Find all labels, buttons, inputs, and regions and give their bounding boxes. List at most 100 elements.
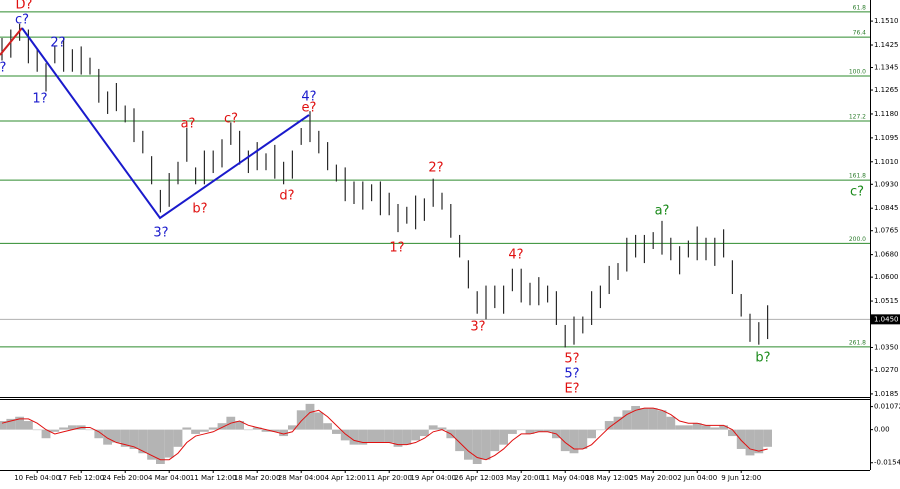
wave-label: e? [302, 101, 317, 116]
indicator-bar [6, 418, 16, 430]
indicator-tick-label: 0.01072 [874, 403, 900, 411]
indicator-bar [560, 429, 570, 452]
indicator-bar [147, 429, 156, 460]
current-price-box [871, 314, 900, 325]
indicator-bar [411, 429, 420, 441]
x-tick-label: 18 Mar 20:00 [234, 474, 281, 482]
wave-label: 3? [153, 226, 168, 241]
indicator-bar [138, 429, 148, 454]
x-tick-label: 25 May 20:00 [629, 474, 677, 482]
indicator-bar [24, 421, 33, 430]
y-tick-label: 1.1345 [874, 64, 899, 72]
y-tick-label: 1.1425 [874, 41, 899, 49]
indicator-bar [314, 412, 324, 430]
indicator-bar [0, 421, 7, 430]
x-tick-label: 11 Mar 12:00 [190, 474, 237, 482]
indicator-bar [376, 429, 385, 443]
indicator-bar [736, 429, 746, 449]
fib-level-label: 127.2 [849, 113, 866, 120]
wave-label: c? [224, 112, 238, 127]
indicator-bar [59, 427, 68, 430]
wave-label: 3? [470, 320, 485, 335]
wave-label: 1? [32, 92, 47, 107]
fib-level-label: 100.0 [849, 68, 866, 75]
indicator-bar [50, 429, 60, 432]
indicator-bar [754, 429, 764, 454]
indicator-bar [587, 429, 596, 439]
indicator-bar [173, 429, 183, 447]
y-tick-label: 1.1265 [874, 86, 899, 94]
indicator-bar [719, 425, 728, 430]
indicator-bar [631, 406, 640, 430]
wave-label: a? [655, 204, 670, 219]
y-tick-label: 1.1010 [874, 158, 899, 166]
indicator-panel: 0.01072 0.00 -0.01542 [0, 403, 900, 467]
wave-label: E? [564, 382, 579, 397]
indicator-bar [129, 429, 139, 449]
indicator-bar [596, 429, 605, 431]
x-tick-label: 3 May 20:00 [499, 474, 543, 482]
x-tick-label: 10 Feb 04:00 [14, 474, 60, 482]
y-tick-label: 1.1095 [874, 134, 899, 142]
indicator-signal [1, 407, 768, 461]
x-tick-label: 11 Apr 20:00 [366, 474, 412, 482]
indicator-bar [15, 416, 24, 430]
indicator-bar [578, 429, 588, 449]
indicator-bar [235, 421, 244, 430]
indicator-bar [701, 425, 711, 430]
indicator-bar [437, 427, 447, 430]
fib-level-label: 61.8 [853, 4, 867, 11]
indicator-bar [613, 416, 623, 430]
y-tick-label: 1.1510 [874, 17, 899, 25]
x-tick-label: 26 Apr 12:00 [454, 474, 500, 482]
indicator-bar [120, 429, 130, 447]
indicator-bar [622, 410, 632, 430]
indicator-tick-label: 0.00 [874, 426, 890, 434]
indicator-bar [675, 425, 684, 430]
wave-line [0, 27, 23, 56]
y-tick-label: 1.0185 [874, 390, 899, 398]
y-tick-label: 1.0600 [874, 273, 899, 281]
x-tick-label: 28 Mar 04:00 [278, 474, 325, 482]
indicator-bar [244, 429, 253, 431]
indicator-bar [666, 416, 676, 430]
wave-label: ? [0, 61, 6, 76]
indicator-bar [472, 429, 482, 464]
indicator-bar [68, 425, 77, 430]
indicator-bar [156, 429, 165, 464]
indicator-bar [261, 429, 271, 432]
indicator-bar [103, 429, 112, 445]
fib-level-label: 261.8 [849, 339, 866, 346]
indicator-bar [648, 408, 658, 430]
wave-label: 5? [564, 367, 579, 382]
indicator-bar [543, 429, 552, 432]
indicator-bar [279, 429, 288, 437]
indicator-bar [94, 429, 104, 439]
indicator-tick-label: -0.01542 [874, 459, 900, 467]
indicator-bar [288, 425, 297, 430]
wave-label: b? [192, 202, 207, 217]
indicator-bar [640, 408, 649, 430]
y-tick-label: 1.0765 [874, 227, 899, 235]
x-tick-label: 4 Mar 04:00 [148, 474, 190, 482]
indicator-bar [85, 429, 95, 431]
y-tick-label: 1.0270 [874, 366, 899, 374]
indicator-bar [164, 429, 174, 458]
indicator-bar [402, 429, 412, 445]
indicator-bar [182, 427, 192, 430]
indicator-bar [358, 429, 368, 445]
x-tick-label: 19 Apr 04:00 [410, 474, 456, 482]
indicator-bar [393, 429, 403, 447]
current-price-label: 1.0450 [874, 315, 899, 323]
indicator-bar [191, 429, 200, 434]
fib-level-label: 76.4 [853, 30, 867, 37]
indicator-bar [684, 425, 693, 430]
x-tick-label: 11 May 04:00 [541, 474, 589, 482]
y-tick-label: 1.0350 [874, 343, 899, 351]
indicator-bar [692, 423, 702, 430]
y-tick-label: 1.0845 [874, 204, 899, 212]
indicator-bar [525, 429, 535, 434]
indicator-bar [710, 427, 720, 430]
indicator-bar [323, 423, 332, 430]
